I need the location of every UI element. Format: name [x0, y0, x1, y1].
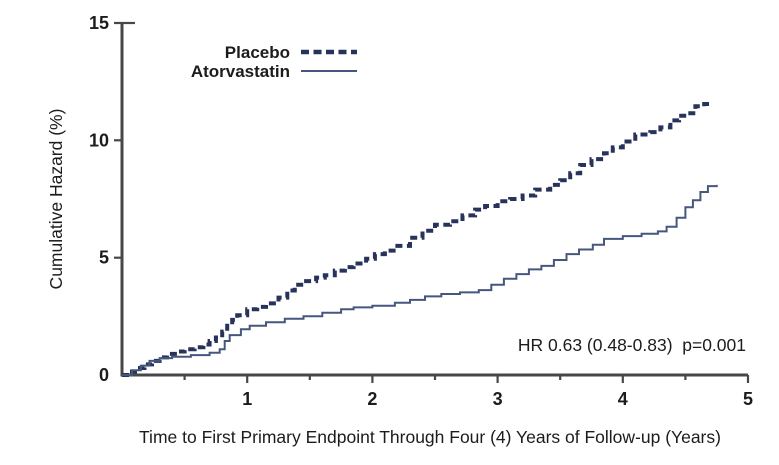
- hazard-ratio-annotation: HR 0.63 (0.48-0.83) p=0.001: [518, 335, 746, 355]
- legend: Placebo Atorvastatin: [191, 43, 357, 81]
- plot-area: 0 5 10 15 1 2 3 4 5: [89, 13, 753, 409]
- x-tick-label: 4: [618, 389, 628, 409]
- y-tick-label: 10: [89, 130, 109, 150]
- series-placebo-curve: [122, 102, 714, 377]
- x-tick-label: 2: [367, 389, 377, 409]
- legend-label-placebo: Placebo: [225, 43, 290, 62]
- y-axis-title: Cumulative Hazard (%): [46, 109, 66, 290]
- y-tick-label: 5: [99, 248, 109, 268]
- x-tick-label: 3: [493, 389, 503, 409]
- legend-label-atorvastatin: Atorvastatin: [191, 62, 290, 81]
- x-axis-title: Time to First Primary Endpoint Through F…: [139, 427, 721, 447]
- series-atorvastatin-curve: [122, 184, 718, 376]
- y-tick-label: 0: [99, 365, 109, 385]
- x-tick-label: 1: [242, 389, 252, 409]
- x-tick-label: 5: [743, 389, 753, 409]
- y-tick-label: 15: [89, 13, 109, 33]
